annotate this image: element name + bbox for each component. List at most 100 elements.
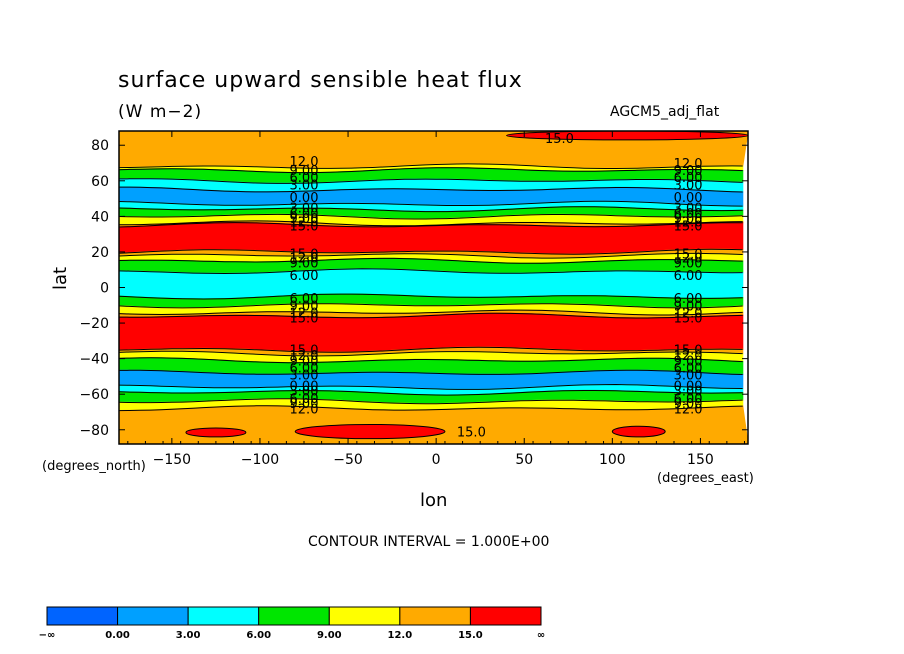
contour-label: 6.00: [674, 362, 703, 377]
dataset-label: AGCM5_adj_flat: [610, 104, 720, 120]
contour-label: 0.00: [290, 191, 319, 206]
contour-line: [119, 222, 743, 228]
contour-line: [119, 293, 743, 300]
colorbar-swatch: [469, 606, 542, 626]
contour-label: 0.00: [290, 379, 319, 394]
contour-patch: [294, 423, 446, 440]
chart-title: surface upward sensible heat flux: [118, 68, 523, 93]
x-tick-label: 150: [687, 452, 714, 468]
axes: −150 −100 −50 0 50 100 150 80 60 40 20 0 −20 −40 −60 −8…: [79, 131, 748, 468]
contour-label: 9.00: [290, 164, 319, 179]
contour-label: 9.00: [290, 257, 319, 272]
contour-label: 15.0: [674, 312, 703, 327]
contour-line: [119, 268, 743, 275]
colorbar-label: 12.0: [388, 630, 413, 641]
colorbar-swatch: [328, 606, 401, 626]
x-tick-label: −150: [153, 452, 191, 468]
contour-label: 0.00: [674, 379, 703, 394]
contour-label: 9.00: [674, 397, 703, 412]
contour-label: 3.00: [674, 385, 703, 400]
contour-line: [119, 206, 743, 213]
contour-label: 15.0: [290, 248, 319, 263]
contour-label: 6.00: [674, 207, 703, 222]
y-tick-label: −60: [79, 387, 109, 403]
contour-label: 6.00: [290, 269, 319, 284]
contour-label: 6.00: [290, 207, 319, 222]
colorbar-label: 3.00: [176, 630, 201, 641]
contour-label: 9.00: [290, 212, 319, 227]
contour-label: 15.0: [674, 344, 703, 359]
colorbar-label: 6.00: [246, 630, 271, 641]
contour-band: [119, 405, 748, 444]
contour-label: 3.00: [674, 201, 703, 216]
contour-label: 9.00: [674, 354, 703, 369]
contour-patch: [185, 427, 247, 438]
contour-label: 12.0: [674, 402, 703, 417]
colorbar: −∞ 0.00 3.00 6.00 9.00 12.0 15.0 ∞: [39, 606, 545, 641]
contour-line: [119, 213, 743, 220]
contour-label: 6.00: [290, 292, 319, 307]
colorbar-label: −∞: [39, 630, 56, 641]
contour-label: 3.00: [290, 385, 319, 400]
contour-label: 15.0: [674, 248, 703, 263]
y-tick-label: 40: [91, 209, 109, 225]
colorbar-swatch: [399, 606, 471, 626]
contour-label: 15.0: [290, 219, 319, 234]
contour-line: [119, 390, 743, 396]
contour-label: 6.00: [674, 171, 703, 186]
y-coord-label: (degrees_north): [42, 459, 146, 474]
contour-label: 12.0: [674, 306, 703, 321]
colorbar-label: 9.00: [317, 630, 342, 641]
contour-line: [119, 257, 743, 264]
y-tick-label: −20: [79, 316, 109, 332]
contour-label: 15.0: [290, 344, 319, 359]
contour-line: [119, 303, 743, 309]
y-tick-label: 80: [91, 138, 109, 154]
contour-label: 15.0: [290, 312, 319, 327]
contour-label: 15.0: [457, 426, 486, 441]
colorbar-label: ∞: [537, 630, 545, 641]
contour-line: [119, 369, 743, 375]
contour-line: [119, 312, 743, 319]
x-tick-label: 100: [599, 452, 626, 468]
colorbar-swatch: [46, 606, 119, 626]
contour-label: 6.00: [290, 171, 319, 186]
y-tick-label: 20: [91, 245, 109, 261]
contour-label: 9.00: [290, 354, 319, 369]
x-tick-label: 0: [432, 452, 441, 468]
contour-line: [119, 167, 743, 174]
y-tick-label: 0: [100, 281, 109, 297]
contour-label: 3.00: [674, 369, 703, 384]
colorbar-swatch: [117, 606, 189, 626]
contour-label: 12.0: [290, 216, 319, 231]
chart-units: (W m−2): [118, 102, 203, 122]
contour-interval-label: CONTOUR INTERVAL = 1.000E+00: [308, 534, 550, 550]
contour-label: 12.0: [290, 402, 319, 417]
contour-line: [119, 309, 743, 316]
contour-label: 12.0: [290, 349, 319, 364]
contour-fills: [119, 131, 748, 444]
contour-label: 6.00: [290, 392, 319, 407]
contour-line: [119, 346, 743, 353]
x-tick-label: −50: [333, 452, 363, 468]
contour-label: 12.0: [674, 157, 703, 172]
contour-label: 9.00: [674, 212, 703, 227]
contour-label: 9.00: [674, 257, 703, 272]
contour-label: 15.0: [545, 132, 574, 147]
contour-band: [119, 312, 744, 353]
contour-label: 12.0: [290, 251, 319, 266]
contour-label: 3.00: [674, 178, 703, 193]
x-tick-label: −100: [241, 452, 279, 468]
contour-label: 15.0: [674, 219, 703, 234]
contour-line: [119, 248, 743, 255]
y-tick-label: −80: [79, 423, 109, 439]
contour-label: 12.0: [674, 251, 703, 266]
contour-patch: [611, 425, 666, 438]
contour-line: [119, 252, 743, 259]
colorbar-label: 0.00: [105, 630, 130, 641]
x-axis-label: lon: [420, 490, 448, 511]
contour-line: [119, 200, 743, 207]
contour-label: 6.00: [290, 362, 319, 377]
contour-label: 0.00: [674, 191, 703, 206]
